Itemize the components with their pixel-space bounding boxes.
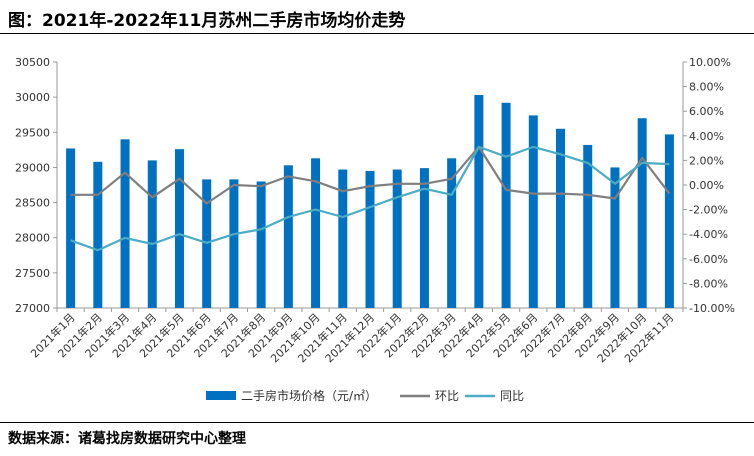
price-bar (474, 95, 484, 308)
price-bar (392, 169, 402, 308)
legend-bar-swatch (206, 391, 236, 400)
price-bar (147, 160, 157, 308)
price-bar (311, 158, 321, 308)
price-bar (174, 149, 184, 308)
price-bar (365, 170, 375, 308)
x-axis-labels: 2021年1月2021年2月2021年3月2021年4月2021年5月2021年… (28, 308, 684, 365)
price-bar (66, 148, 76, 308)
price-bar (556, 128, 566, 308)
left-axis-tick-label: 29000 (15, 161, 50, 174)
left-axis-tick-label: 30000 (15, 91, 50, 104)
price-bar (528, 115, 538, 308)
price-bar (610, 167, 620, 308)
source-note: 数据来源：诸葛找房数据研究中心整理 (8, 431, 246, 447)
left-axis-tick-label: 28000 (15, 232, 50, 245)
price-bar (93, 161, 103, 308)
legend: 二手房市场价格（元/㎡） 环比 同比 (206, 388, 524, 403)
legend-label: 同比 (500, 389, 524, 403)
right-axis-tick-label: -10.00% (689, 302, 735, 315)
legend-label: 二手房市场价格（元/㎡） (241, 388, 377, 403)
left-axis-tick-label: 27000 (15, 302, 50, 315)
mom-change-line (70, 145, 671, 205)
right-axis-tick-label: -8.00% (689, 277, 728, 290)
legend-label: 环比 (435, 389, 459, 403)
left-axis-tick-label: 28500 (15, 197, 50, 210)
price-bar (583, 144, 593, 308)
right-axis-tick-label: 8.00% (689, 81, 724, 94)
price-bar (664, 134, 674, 308)
source-divider (0, 422, 754, 423)
right-axis: -10.00% -8.00% -6.00% -4.00% -2.00% 0.00% 2.00… (682, 56, 735, 315)
yoy-change-line (70, 145, 670, 252)
price-bar (120, 139, 130, 308)
price-bar (229, 179, 239, 308)
right-axis-tick-label: 2.00% (689, 154, 724, 167)
price-bar (637, 118, 647, 308)
right-axis-tick-label: 6.00% (689, 105, 724, 118)
price-bar (338, 169, 348, 308)
bar-series (66, 95, 674, 308)
left-axis-tick-label: 29500 (15, 126, 50, 139)
price-bar (501, 102, 511, 308)
price-bar (419, 168, 429, 308)
left-axis-tick-label: 30500 (15, 56, 50, 69)
price-bar (283, 165, 293, 308)
title-divider (0, 33, 754, 34)
right-axis-tick-label: -2.00% (689, 204, 728, 217)
price-bar (256, 181, 266, 308)
price-bar (447, 158, 457, 308)
right-axis-tick-label: 0.00% (689, 179, 724, 192)
right-axis-tick-label: 4.00% (689, 130, 724, 143)
right-axis-tick-label: -4.00% (689, 228, 728, 241)
left-axis-tick-label: 27500 (15, 267, 50, 280)
chart-title: 图：2021年-2022年11月苏州二手房市场均价走势 (8, 11, 406, 31)
right-axis-tick-label: 10.00% (689, 56, 731, 69)
chart-area: 27000 27500 28000 28500 29000 29500 30000 30500… (15, 56, 735, 403)
right-axis-tick-label: -6.00% (689, 253, 728, 266)
left-axis: 27000 27500 28000 28500 29000 29500 30000 30500 (15, 56, 683, 315)
line-series (70, 145, 671, 252)
